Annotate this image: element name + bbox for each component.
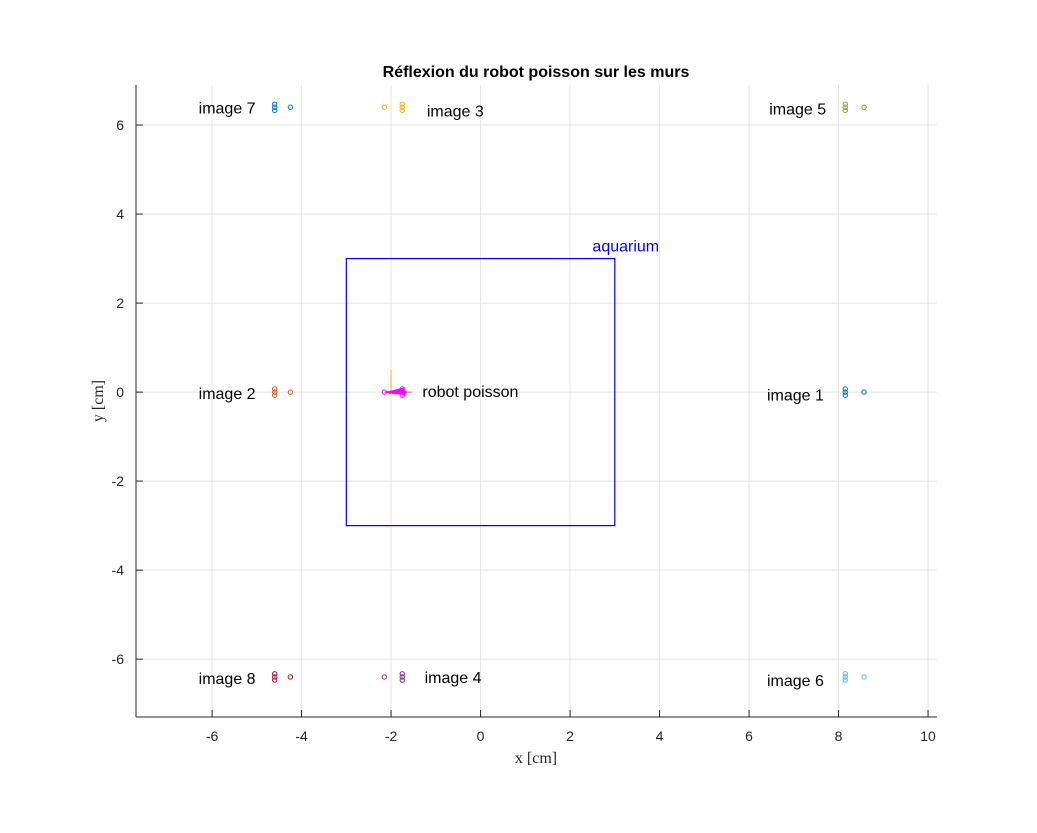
series-group xyxy=(272,101,294,114)
data-point xyxy=(842,671,848,677)
chart-title: Réflexion du robot poisson sur les murs xyxy=(383,64,690,81)
annotation-label: image 4 xyxy=(425,670,482,687)
annotation-label: robot poisson xyxy=(422,384,518,401)
robot-point xyxy=(399,389,405,395)
series-group xyxy=(272,386,294,398)
series-group xyxy=(381,101,405,114)
data-point xyxy=(842,389,848,395)
series-group xyxy=(381,671,405,683)
x-tick-label: 4 xyxy=(656,728,664,744)
robot-point xyxy=(399,392,405,398)
data-point xyxy=(842,107,848,114)
aquarium-rect xyxy=(345,257,616,527)
data-point xyxy=(399,107,405,114)
annotation-label: image 2 xyxy=(199,386,256,403)
data-point xyxy=(272,107,278,114)
data-point xyxy=(399,101,405,107)
data-point xyxy=(842,677,848,683)
data-point xyxy=(861,104,867,110)
robot-point xyxy=(399,386,405,392)
data-point xyxy=(272,101,278,107)
data-point xyxy=(287,389,294,395)
axes: -6 -4 -2 0 2 4 6 8 10 -6 -4 -2 0 2 4 6 xyxy=(112,85,937,744)
robot-group xyxy=(381,369,412,398)
y-tick-label: -4 xyxy=(112,562,125,578)
data-point xyxy=(861,674,867,680)
x-tick-label: -4 xyxy=(295,728,308,744)
data-point xyxy=(272,386,278,392)
x-tick-label: 6 xyxy=(745,728,753,744)
series-layer xyxy=(272,101,867,683)
data-point xyxy=(272,677,278,683)
annotations: image 1 image 2 image 3 image 4 image 5 image… xyxy=(199,101,827,690)
series-group xyxy=(842,386,867,398)
data-point xyxy=(842,674,848,680)
data-point xyxy=(272,392,278,398)
data-point xyxy=(272,674,278,680)
data-point xyxy=(842,104,848,110)
y-tick-label: -6 xyxy=(112,651,125,667)
y-axis-label: y [cm] xyxy=(90,380,107,422)
data-point xyxy=(399,674,405,680)
x-tick-label: 0 xyxy=(477,728,485,744)
y-tick-label: 2 xyxy=(116,295,124,311)
y-tick-label: 4 xyxy=(116,206,124,222)
data-point xyxy=(272,671,278,677)
annotation-label: image 7 xyxy=(199,101,256,118)
data-point xyxy=(399,677,405,683)
data-point xyxy=(287,104,294,110)
aquarium-label: aquarium xyxy=(592,239,659,256)
data-point xyxy=(861,389,867,395)
annotation-label: image 1 xyxy=(767,387,824,404)
series-group xyxy=(842,671,867,683)
y-tick-label: -2 xyxy=(112,473,125,489)
data-point xyxy=(842,386,848,392)
data-point xyxy=(381,104,388,110)
x-tick-label: 8 xyxy=(835,728,843,744)
x-tick-label: -2 xyxy=(385,728,398,744)
aquarium-layer: aquarium xyxy=(345,239,659,527)
series-group xyxy=(842,101,867,114)
annotation-label: image 5 xyxy=(769,102,826,119)
x-tick-label: -6 xyxy=(206,728,219,744)
x-axis-label: x [cm] xyxy=(515,750,557,767)
grid xyxy=(136,85,937,717)
annotation-label: image 3 xyxy=(427,103,484,120)
data-point xyxy=(399,671,405,677)
data-point xyxy=(272,104,278,110)
data-point xyxy=(287,674,294,680)
annotation-label: image 6 xyxy=(767,673,824,690)
x-tick-label: 2 xyxy=(566,728,574,744)
data-point xyxy=(842,101,848,107)
data-point xyxy=(381,674,388,680)
x-tick-label: 10 xyxy=(920,728,936,744)
y-tick-label: 0 xyxy=(116,384,124,400)
y-tick-label: 6 xyxy=(116,117,124,133)
data-point xyxy=(399,104,405,110)
data-point xyxy=(842,392,848,398)
series-group xyxy=(272,671,294,683)
robot-point xyxy=(381,389,388,395)
data-point xyxy=(272,389,278,395)
annotation-label: image 8 xyxy=(199,671,256,688)
